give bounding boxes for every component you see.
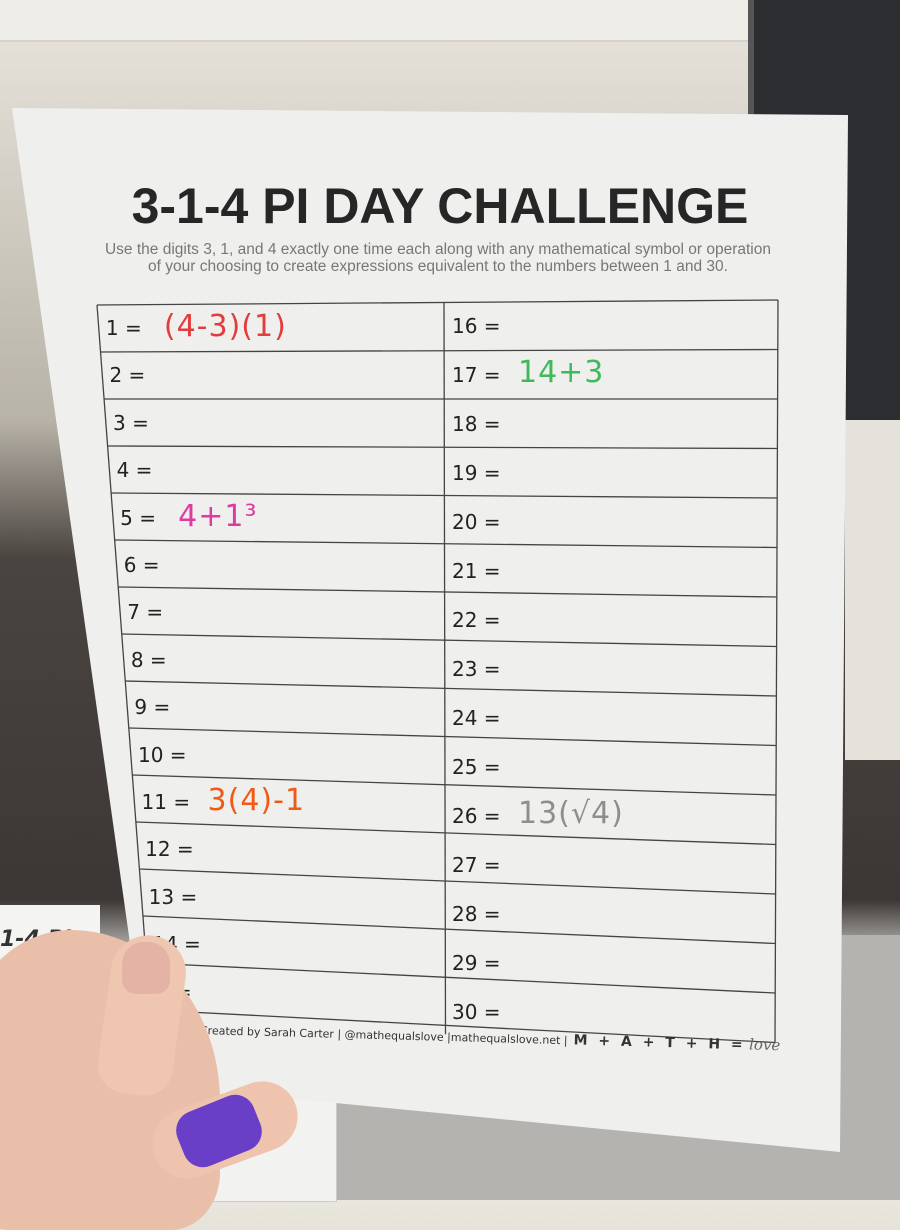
wall bbox=[845, 420, 900, 760]
row-label-right: 30 = bbox=[452, 1000, 501, 1025]
answer-table bbox=[96, 299, 779, 1044]
row-label-right: 17 = bbox=[452, 362, 501, 387]
table-row-line bbox=[146, 962, 776, 994]
table-row-line bbox=[132, 774, 777, 796]
row-label-right: 24 = bbox=[452, 705, 501, 730]
row-label-right: 23 = bbox=[452, 656, 501, 681]
row-label-right: 27 = bbox=[452, 853, 501, 878]
row-label-right: 21 = bbox=[452, 558, 501, 583]
row-label-right: 19 = bbox=[452, 460, 501, 485]
row-label-right: 28 = bbox=[452, 902, 501, 927]
table-row-line bbox=[100, 348, 778, 353]
row-label-right: 16 = bbox=[452, 313, 501, 338]
row-label-right: 25 = bbox=[452, 754, 501, 779]
row-label-left: 4 = bbox=[116, 458, 153, 483]
row-label-left: 3 = bbox=[113, 410, 149, 435]
table-row-line bbox=[121, 633, 777, 648]
row-label-left: 2 = bbox=[109, 363, 146, 388]
table-row-line bbox=[114, 539, 778, 549]
table-row-line bbox=[107, 445, 778, 450]
handwritten-answer: 4+1³ bbox=[178, 498, 258, 534]
handwritten-answer: 13(√4) bbox=[518, 796, 624, 831]
handwritten-answer: 3(4)-1 bbox=[207, 783, 306, 818]
row-label-left: 5 = bbox=[120, 505, 156, 530]
table-row-line bbox=[128, 727, 777, 747]
row-label-left: 7 = bbox=[127, 600, 164, 625]
table-left-border bbox=[96, 304, 151, 1011]
table-center-divider bbox=[443, 302, 447, 1035]
row-label-left: 10 = bbox=[137, 742, 187, 767]
row-label-right: 20 = bbox=[452, 509, 501, 534]
row-label-left: 8 = bbox=[130, 647, 167, 672]
worksheet-instructions: Use the digits 3, 1, and 4 exactly one t… bbox=[104, 241, 771, 275]
footer-logo-script: love bbox=[748, 1035, 781, 1055]
row-label-right: 22 = bbox=[452, 607, 501, 632]
row-label-left: 13 = bbox=[148, 884, 198, 909]
worksheet-title: 3-1-4 PI DAY CHALLENGE bbox=[131, 178, 749, 234]
row-label-left: 6 = bbox=[123, 553, 160, 577]
table-right-border bbox=[774, 299, 779, 1043]
row-label-right: 26 = bbox=[452, 804, 501, 828]
table-row-line bbox=[135, 821, 776, 846]
row-label-left: 12 = bbox=[145, 837, 194, 862]
table-row-line bbox=[96, 299, 779, 306]
handwritten-answer: 14+3 bbox=[518, 354, 605, 390]
table-row-line bbox=[125, 680, 777, 697]
thumbnail bbox=[122, 942, 170, 994]
row-label-right: 29 = bbox=[452, 951, 501, 976]
table-row-line bbox=[118, 586, 777, 598]
row-label-left: 9 = bbox=[134, 695, 171, 720]
row-label-right: 18 = bbox=[452, 411, 501, 436]
table-row-line bbox=[142, 915, 776, 945]
table-row-line bbox=[139, 868, 776, 895]
row-label-left: 1 = bbox=[105, 316, 142, 340]
row-label-left: 11 = bbox=[141, 790, 191, 814]
handwritten-answer: (4-3)(1) bbox=[163, 309, 287, 344]
table-row-line bbox=[149, 1009, 776, 1044]
